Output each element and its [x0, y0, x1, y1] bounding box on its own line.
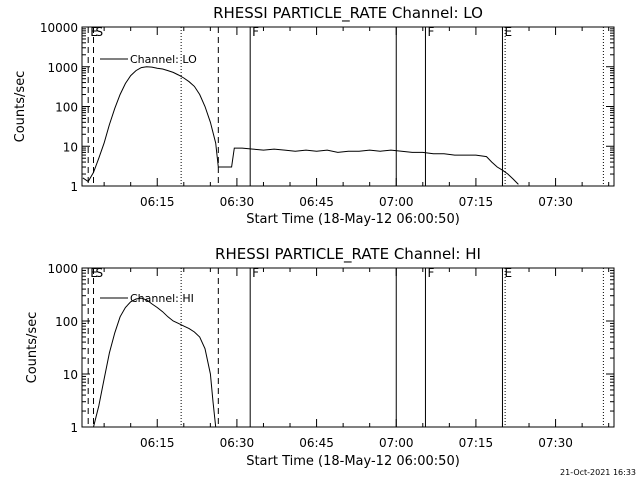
chart1-x-tick-label: 06:45 [299, 195, 334, 209]
chart1-y-tick-label: 10000 [40, 21, 78, 35]
chart1-x-tick-label: 07:30 [538, 195, 573, 209]
chart2-y-tick-label: 10 [63, 368, 78, 382]
chart2-event-marker-label: F [427, 266, 434, 280]
chart1-x-tick-label: 07:15 [459, 195, 494, 209]
chart2-event-marker-label: F [252, 266, 259, 280]
chart2-series-line [93, 297, 217, 428]
chart1-x-tick-label: 06:15 [140, 195, 175, 209]
chart2-x-tick-label: 07:30 [538, 436, 573, 450]
chart2-x-axis-label: Start Time (18-May-12 06:00:50) [246, 454, 460, 469]
chart1-y-tick-label: 100 [55, 101, 78, 115]
chart2-y-axis-label: Counts/sec [25, 312, 40, 384]
chart1-event-marker-label: S [96, 25, 104, 39]
chart1-x-tick-label: 06:30 [220, 195, 255, 209]
timestamp-label: 21-Oct-2021 16:33 [560, 468, 636, 477]
chart1-legend-label: Channel: LO [130, 53, 197, 66]
chart2-event-marker-label: S [96, 266, 104, 280]
chart1-y-tick-label: 1 [70, 180, 78, 194]
chart2-x-tick-label: 06:30 [220, 436, 255, 450]
chart1-series-line [82, 66, 519, 185]
chart2-title: RHESSI PARTICLE_RATE Channel: HI [215, 245, 481, 264]
chart2-y-tick-label: 1 [70, 421, 78, 435]
chart2-x-tick-label: 07:00 [379, 436, 414, 450]
chart2-plot-frame [81, 267, 615, 428]
chart1-title: RHESSI PARTICLE_RATE Channel: LO [213, 4, 483, 23]
chart2-y-tick-label: 1000 [47, 262, 78, 276]
chart1-event-marker-label: F [427, 25, 434, 39]
chart1-y-tick-label: 1000 [47, 61, 78, 75]
chart2-x-tick-label: 07:15 [459, 436, 494, 450]
chart2-x-tick-label: 06:15 [140, 436, 175, 450]
chart1-x-tick-label: 07:00 [379, 195, 414, 209]
chart2-x-tick-label: 06:45 [299, 436, 334, 450]
chart1-plot-frame [81, 26, 615, 187]
chart1-y-tick-label: 10 [63, 140, 78, 154]
chart1-x-axis-label: Start Time (18-May-12 06:00:50) [246, 212, 460, 227]
chart2-y-tick-label: 100 [55, 315, 78, 329]
chart2-event-marker-label: E [504, 266, 512, 280]
chart1-event-marker-label: F [252, 25, 259, 39]
chart2-legend-label: Channel: HI [130, 292, 194, 305]
chart1-y-axis-label: Counts/sec [13, 71, 28, 143]
chart1-event-marker-label: E [504, 25, 512, 39]
